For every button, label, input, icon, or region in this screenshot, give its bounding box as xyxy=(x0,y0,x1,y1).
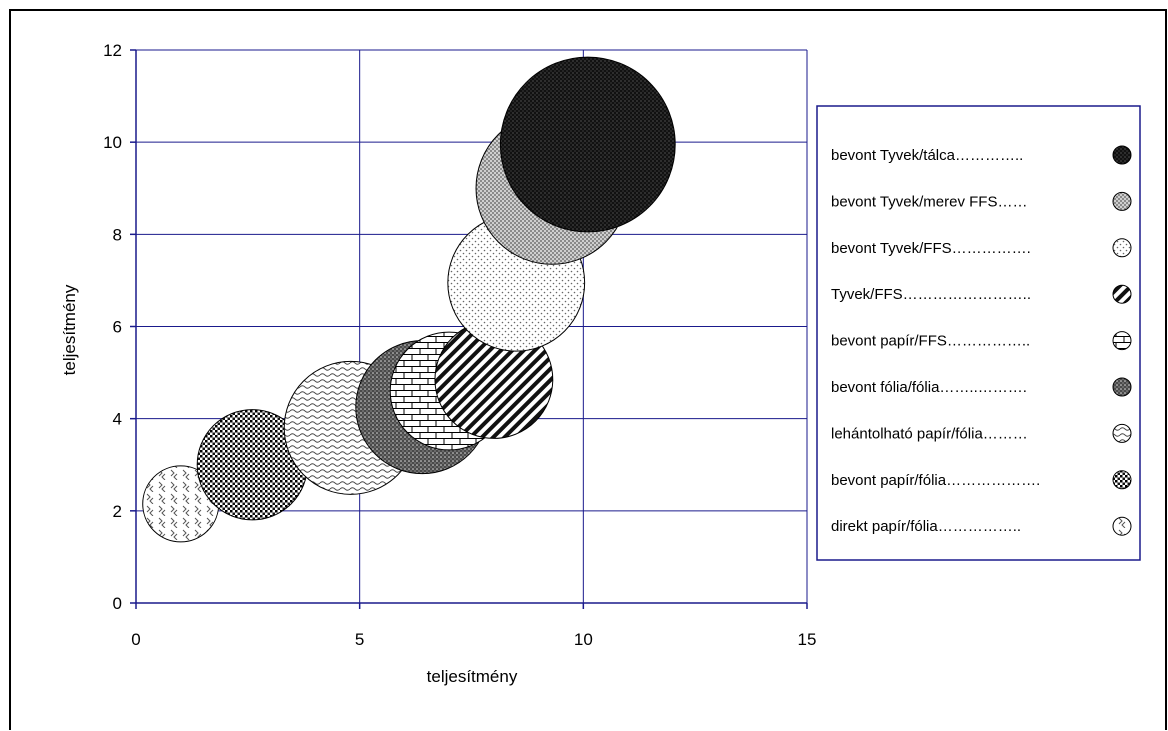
x-axis-title: teljesítmény xyxy=(427,667,518,686)
legend-label: bevont Tyvek/FFS……………. xyxy=(831,240,1031,257)
axes xyxy=(130,49,808,609)
x-tick-label: 15 xyxy=(798,630,817,649)
x-tick-label: 10 xyxy=(574,630,593,649)
y-tick-label: 8 xyxy=(113,225,122,244)
y-tick-label: 12 xyxy=(103,41,122,60)
legend-swatch xyxy=(1112,377,1132,397)
bubble-layer xyxy=(142,56,676,543)
legend-box xyxy=(816,105,1141,561)
legend-label: bevont papír/FFS…………….. xyxy=(831,333,1030,350)
y-tick-label: 10 xyxy=(103,133,122,152)
y-tick-label: 4 xyxy=(113,410,122,429)
y-tick-label: 6 xyxy=(113,318,122,337)
legend-label: bevont Tyvek/tálca………….. xyxy=(831,147,1023,164)
legend-swatch xyxy=(1112,423,1132,443)
tick-labels: 0 2 4 6 8 10 12 0 5 10 15 xyxy=(103,41,816,649)
y-tick-label: 2 xyxy=(113,502,122,521)
bubble xyxy=(499,56,676,233)
legend-label: bevont Tyvek/merev FFS…… xyxy=(831,193,1027,210)
y-tick-label: 0 xyxy=(113,594,122,613)
legend-label: bevont papír/fólia………………. xyxy=(831,472,1040,489)
legend-swatch xyxy=(1112,331,1132,351)
legend-label: Tyvek/FFS…………………….. xyxy=(831,286,1031,303)
chart-frame xyxy=(9,9,1167,730)
x-tick-label: 5 xyxy=(355,630,364,649)
legend: bevont Tyvek/tálca………….. bevont Tyvek/mer… xyxy=(816,105,1141,561)
legend-swatch xyxy=(1112,470,1132,490)
x-tick-label: 0 xyxy=(131,630,140,649)
legend-label: direkt papír/fólia…………….. xyxy=(831,518,1021,535)
legend-label: bevont fólia/fólia……..………. xyxy=(831,379,1027,396)
legend-label: lehántolható papír/fólia……… xyxy=(831,425,1028,442)
legend-swatch xyxy=(1112,191,1132,211)
legend-swatch xyxy=(1112,145,1132,165)
y-axis-title: teljesítmény xyxy=(60,284,79,375)
legend-swatch xyxy=(1112,516,1132,536)
legend-swatch xyxy=(1112,284,1132,304)
legend-swatch xyxy=(1112,238,1132,258)
